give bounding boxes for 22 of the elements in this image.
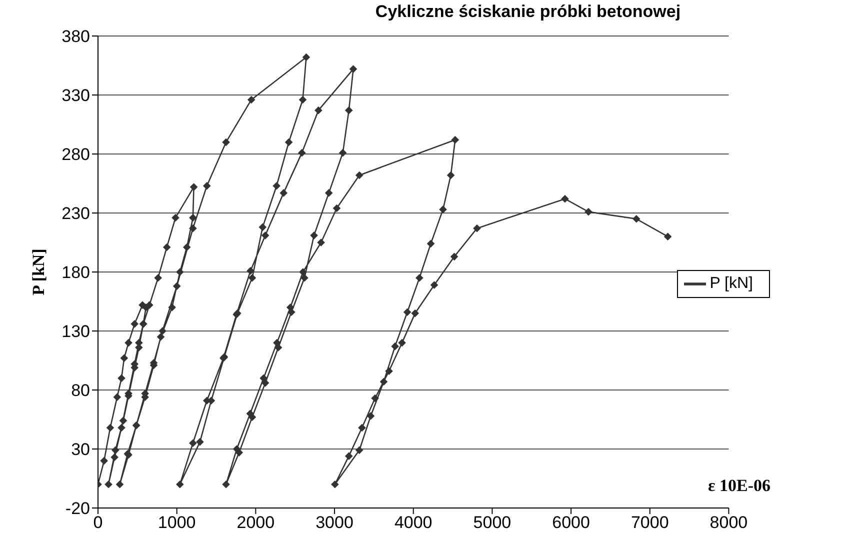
legend-label: P [kN] [710, 275, 753, 292]
y-tick-label: 380 [62, 27, 90, 46]
x-tick-label: 0 [93, 513, 103, 532]
x-tick-label: 1000 [158, 513, 196, 532]
y-tick-label: 130 [62, 322, 90, 342]
y-axis-title: P [kN] [29, 248, 48, 296]
y-tick-label: 280 [62, 145, 90, 164]
chart-title: Cykliczne ściskanie próbki betonowej [374, 2, 682, 22]
y-tick-label: 230 [62, 204, 90, 224]
y-tick-label: -20 [65, 499, 90, 518]
x-tick-label: 7000 [630, 513, 669, 532]
x-tick-label: 6000 [552, 513, 590, 532]
y-tick-label: 80 [71, 381, 90, 400]
y-tick-label: 30 [71, 440, 90, 460]
x-tick-label: 2000 [236, 513, 275, 532]
y-tick-label: 180 [62, 263, 90, 282]
x-tick-label: 3000 [316, 513, 354, 532]
x-tick-label: 4000 [394, 513, 432, 532]
x-tick-label: 5000 [473, 513, 512, 532]
x-tick-label: 8000 [710, 513, 748, 532]
x-axis-title: ε 10E-06 [708, 476, 771, 496]
y-tick-label: 330 [62, 86, 90, 106]
